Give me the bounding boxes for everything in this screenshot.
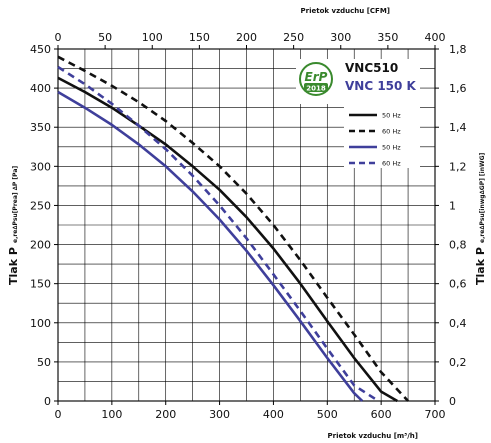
series-line-4 — [57, 65, 380, 403]
x-axis-bottom-title: Prietok vzduchu [m³/h] — [328, 432, 418, 440]
legend-label: 50 Hz — [382, 144, 401, 152]
x-tick-label: 0 — [55, 408, 62, 421]
x-top-tick-label: 0 — [55, 31, 62, 44]
y-right-tick-label: 1,8 — [449, 43, 467, 56]
y-right-title-main: Tlak P — [474, 247, 487, 285]
y-tick-label: 100 — [30, 317, 51, 330]
x-tick-label: 100 — [101, 408, 122, 421]
y-right-tick-label: 1,2 — [449, 160, 467, 173]
y-left-title-main: Tlak P — [7, 247, 20, 285]
erp-badge-year: 2018 — [306, 85, 326, 93]
y-tick-label: 450 — [30, 43, 51, 56]
model-header: ErP 2018 VNC510 VNC 150 K — [296, 59, 420, 104]
y-tick-label: 300 — [30, 160, 51, 173]
series-lines — [57, 55, 410, 403]
y-right-tick-label: 0,8 — [449, 239, 467, 252]
y-tick-label: 200 — [30, 239, 51, 252]
model-name-2: VNC 150 K — [345, 79, 417, 93]
y-tick-label: 250 — [30, 199, 51, 212]
x-axis-top-title: Prietok vzduchu [CFM] — [301, 7, 390, 15]
x-top-tick-label: 250 — [283, 31, 304, 44]
y-right-tick-label: 0,4 — [449, 317, 467, 330]
y-axis-right-title: Tlak P e,re∆Psu[inwg∆GP] [inWG] — [474, 152, 487, 285]
x-top-tick-label: 200 — [236, 31, 257, 44]
legend-label: 60 Hz — [382, 128, 401, 136]
x-tick-label: 300 — [209, 408, 230, 421]
y-tick-label: 350 — [30, 121, 51, 134]
y-right-tick-label: 0,2 — [449, 356, 467, 369]
y-tick-label: 150 — [30, 278, 51, 291]
series-line-1 — [57, 76, 398, 403]
x-top-tick-label: 100 — [142, 31, 163, 44]
series-line-3 — [57, 90, 364, 402]
x-tick-label: 700 — [425, 408, 446, 421]
y-right-tick-label: 1 — [449, 199, 456, 212]
y-right-tick-label: 0,6 — [449, 278, 467, 291]
y-right-tick-label: 1,6 — [449, 82, 467, 95]
y-tick-label: 50 — [37, 356, 51, 369]
y-right-tick-label: 1,4 — [449, 121, 467, 134]
x-tick-label: 500 — [317, 408, 338, 421]
y-tick-label: 400 — [30, 82, 51, 95]
y-tick-label: 0 — [44, 395, 51, 408]
y-left-title-sub: e,re∆Psu[Prea] ∆P [Pa] — [12, 166, 19, 243]
model-name-1: VNC510 — [345, 61, 398, 75]
x-tick-label: 200 — [155, 408, 176, 421]
x-top-tick-label: 150 — [189, 31, 210, 44]
series-line-2 — [57, 55, 410, 402]
y-right-tick-label: 0 — [449, 395, 456, 408]
y-axis-left-title: Tlak P e,re∆Psu[Prea] ∆P [Pa] — [7, 166, 20, 285]
x-top-tick-label: 300 — [330, 31, 351, 44]
erp-badge-icon: ErP 2018 — [299, 62, 333, 96]
legend-label: 50 Hz — [382, 112, 401, 120]
x-tick-label: 400 — [263, 408, 284, 421]
y-right-title-sub: e,re∆Psu[inwg∆GP] [inWG] — [479, 152, 486, 243]
erp-badge-text: ErP — [305, 70, 328, 84]
x-top-tick-label: 400 — [425, 31, 446, 44]
legend: 50 Hz 60 Hz 50 Hz 60 Hz — [344, 104, 420, 168]
legend-label: 60 Hz — [382, 160, 401, 168]
x-tick-label: 600 — [371, 408, 392, 421]
x-top-tick-label: 50 — [98, 31, 112, 44]
x-top-tick-label: 350 — [377, 31, 398, 44]
